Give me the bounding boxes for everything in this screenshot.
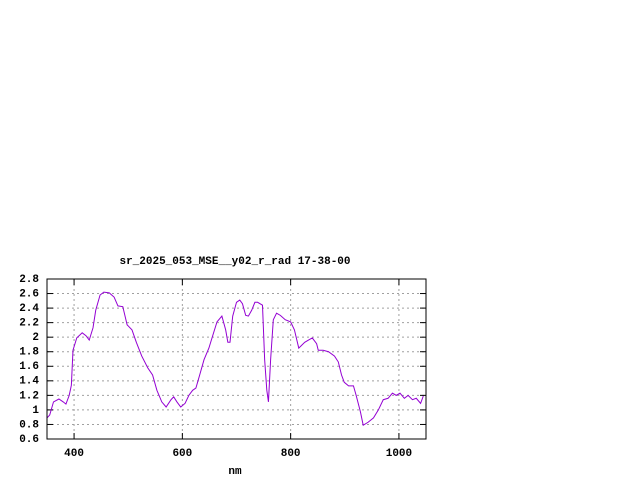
y-tick-label: 0.6 [19, 434, 39, 446]
y-tick-label: 0.8 [19, 419, 39, 431]
y-tick-label: 1.8 [19, 347, 39, 359]
x-tick-label: 400 [64, 448, 84, 460]
y-tick-label: 1.2 [19, 390, 39, 402]
x-tick-label: 600 [172, 448, 192, 460]
x-tick-label: 1000 [386, 448, 412, 460]
x-axis-label: nm [228, 466, 242, 478]
y-tick-label: 2.8 [19, 274, 39, 286]
plot-frame [46, 278, 427, 440]
data-line [46, 291, 424, 426]
y-tick-label: 2.4 [19, 303, 39, 315]
y-tick-label: 2.6 [19, 288, 39, 300]
y-tick-label: 1 [32, 405, 39, 417]
chart-title: sr_2025_053_MSE__y02_r_rad 17-38-00 [119, 256, 350, 268]
y-tick-label: 1.4 [19, 376, 39, 388]
x-tick-label: 800 [281, 448, 301, 460]
y-tick-label: 2.2 [19, 318, 39, 330]
y-tick-label: 2 [32, 332, 39, 344]
y-tick-label: 1.6 [19, 361, 39, 373]
